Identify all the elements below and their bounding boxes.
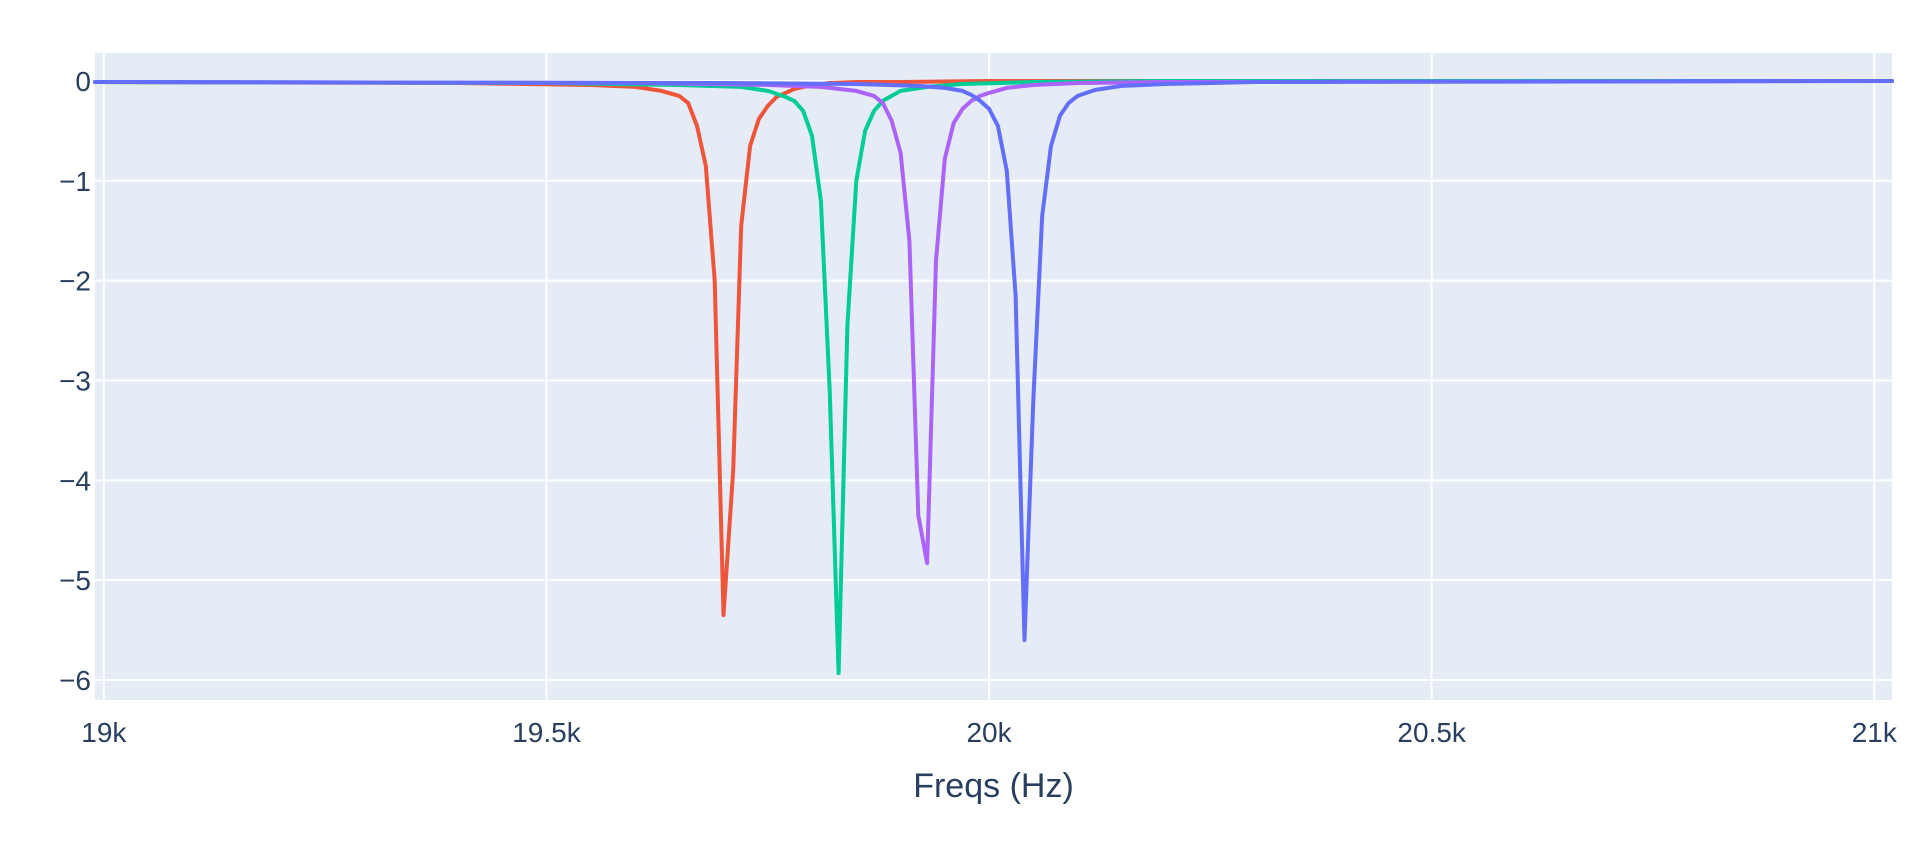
y-tick-label: −4: [59, 465, 91, 496]
y-tick-label: 0: [75, 66, 91, 97]
x-axis-title: Freqs (Hz): [913, 767, 1074, 805]
x-tick-label: 19.5k: [512, 717, 581, 748]
x-tick-label: 20k: [966, 717, 1012, 748]
series-line-4: [93, 79, 1894, 643]
y-tick-label: −2: [59, 266, 91, 297]
y-axis-ticks: 0 −1 −2 −3 −4 −5 −6: [59, 66, 91, 696]
series-line-3: [93, 79, 1894, 566]
y-tick-label: −1: [59, 166, 91, 197]
y-tick-label: −3: [59, 365, 91, 396]
plot-background: [95, 53, 1892, 700]
x-axis-ticks: 19k 19.5k 20k 20.5k 21k: [81, 717, 1898, 748]
x-tick-label: 19k: [81, 717, 127, 748]
y-tick-label: −5: [59, 565, 91, 596]
series-lines: [93, 79, 1894, 675]
x-tick-label: 20.5k: [1397, 717, 1466, 748]
y-tick-label: −6: [59, 665, 91, 696]
x-tick-label: 21k: [1852, 717, 1898, 748]
